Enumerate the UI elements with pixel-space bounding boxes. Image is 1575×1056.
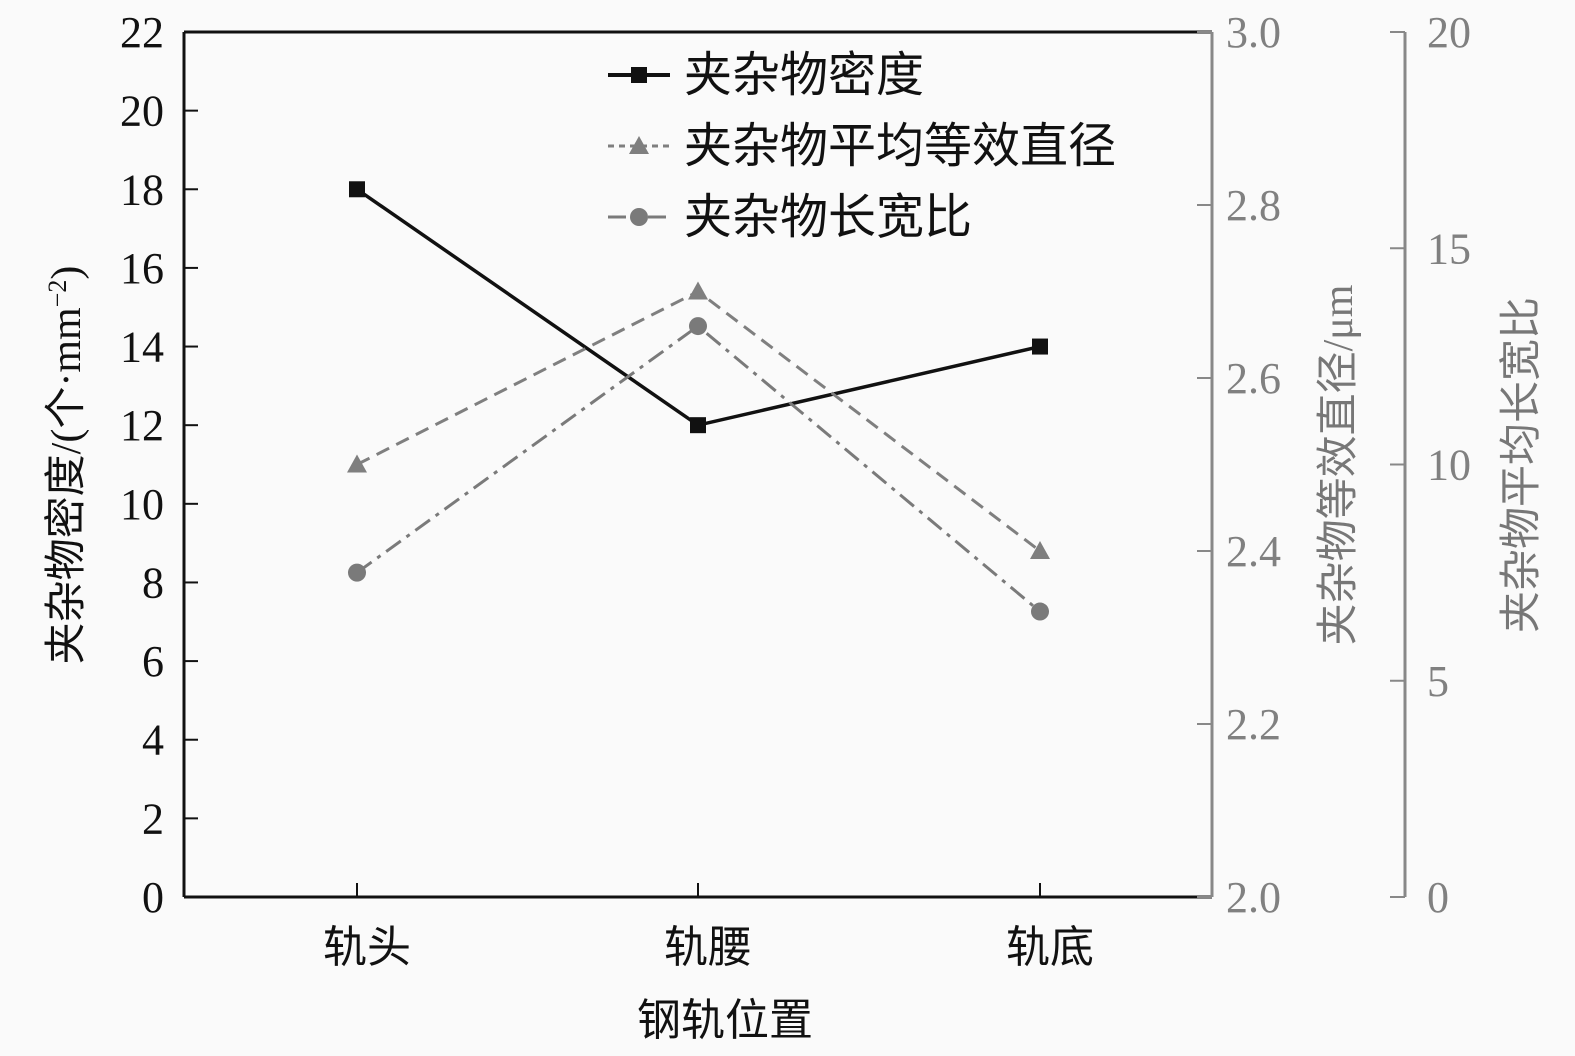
left-tick-label: 6 xyxy=(142,637,164,686)
triangle-marker xyxy=(1030,541,1050,559)
left-tick-label: 20 xyxy=(120,87,164,136)
series-group xyxy=(347,181,1050,621)
series-1 xyxy=(349,181,1048,434)
circle-marker xyxy=(348,563,366,582)
left-tick-label: 18 xyxy=(120,165,164,214)
square-marker xyxy=(631,67,647,83)
legend-label: 夹杂物平均等效直径 xyxy=(684,120,1116,173)
legend-label: 夹杂物密度 xyxy=(684,49,924,102)
left-tick-label: 2 xyxy=(142,794,164,843)
triangle-marker xyxy=(688,281,708,300)
circle-marker xyxy=(689,317,707,336)
right2-axis-label: 夹杂物平均长宽比 xyxy=(1498,297,1545,633)
right2-tick-label: 5 xyxy=(1427,657,1449,706)
left-tick-label: 16 xyxy=(120,244,164,293)
left-tick-label: 8 xyxy=(142,558,164,607)
x-tick-label: 轨底 xyxy=(1006,923,1094,972)
left-tick-label: 4 xyxy=(142,716,164,765)
triangle-marker xyxy=(629,136,649,154)
right1-tick-label: 2.6 xyxy=(1226,354,1281,403)
right1-axis-label: 夹杂物等效直径/μm xyxy=(1316,284,1362,645)
right2-tick-label: 15 xyxy=(1427,224,1471,273)
series-3 xyxy=(348,317,1049,621)
triangle-marker xyxy=(347,454,367,473)
x-tick-label: 轨腰 xyxy=(664,923,752,972)
x-tick-label: 轨头 xyxy=(323,923,411,972)
axes: 0 2 4 6 8 10 12 14 16 18 20 22 2.0 2.2 2.4 2.6 2.8 3.0 0 5 1… xyxy=(120,8,1471,972)
circle-marker xyxy=(630,208,648,226)
right2-tick-label: 20 xyxy=(1427,8,1471,57)
x-axis-label: 钢轨位置 xyxy=(637,996,813,1045)
right1-tick-label: 3.0 xyxy=(1226,8,1281,57)
circle-marker xyxy=(1031,602,1049,621)
square-marker xyxy=(349,181,365,198)
left-tick-label: 14 xyxy=(120,323,164,372)
left-axis-label: 夹杂物密度/(个·mm−2) xyxy=(43,266,91,665)
right2-tick-label: 0 xyxy=(1427,873,1449,922)
left-tick-label: 22 xyxy=(120,8,164,57)
left-tick-label: 10 xyxy=(120,480,164,529)
left-axis-label-sup: −2 xyxy=(43,280,72,308)
left-axis-label-main: 夹杂物密度/(个·mm xyxy=(43,307,90,664)
left-tick-label: 0 xyxy=(142,873,164,922)
right1-tick-label: 2.4 xyxy=(1226,527,1281,576)
square-marker xyxy=(690,417,706,434)
right1-tick-label: 2.0 xyxy=(1226,873,1281,922)
legend-label: 夹杂物长宽比 xyxy=(684,191,972,244)
left-tick-label: 12 xyxy=(120,401,164,450)
left-axis-label-end: ) xyxy=(44,266,90,280)
right1-tick-label: 2.8 xyxy=(1226,181,1281,230)
right1-tick-label: 2.2 xyxy=(1226,700,1281,749)
series-2 xyxy=(347,281,1050,559)
right2-tick-label: 10 xyxy=(1427,441,1471,490)
square-marker xyxy=(1032,338,1048,355)
